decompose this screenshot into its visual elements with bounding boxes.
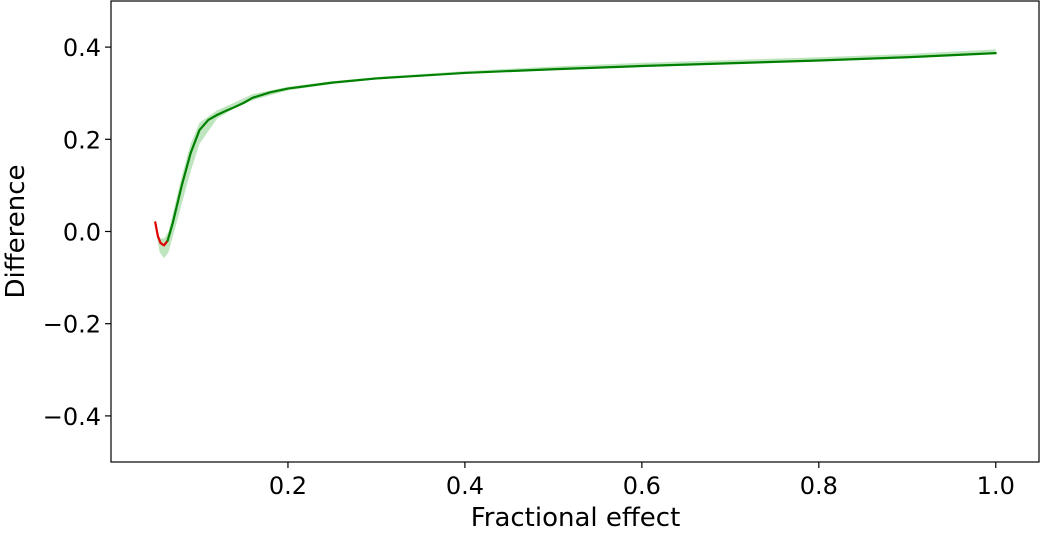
- series-line-0: [154, 221, 169, 247]
- y-tick-label: 0.2: [63, 126, 101, 154]
- x-axis-ticks: 0.2 0.4 0.6 0.8 1.0: [269, 462, 1015, 500]
- y-tick-label: 0.0: [63, 219, 101, 247]
- x-tick-label: 1.0: [977, 472, 1015, 500]
- series-line-1: [166, 51, 997, 242]
- y-axis-title: Difference: [1, 164, 31, 298]
- y-tick-label: −0.2: [43, 311, 101, 339]
- y-tick-label: −0.4: [43, 403, 101, 431]
- x-tick-label: 0.4: [446, 472, 484, 500]
- x-tick-label: 0.6: [623, 472, 661, 500]
- confidence-band: [155, 49, 996, 259]
- axes-layer: [110, 0, 1040, 463]
- confidence-band-layer: [155, 49, 996, 259]
- series-layer: [154, 51, 997, 247]
- x-tick-label: 0.8: [800, 472, 838, 500]
- x-axis-title: Fractional effect: [471, 503, 681, 533]
- plot-frame: [110, 0, 1040, 463]
- y-tick-label: 0.4: [63, 34, 101, 62]
- x-tick-label: 0.2: [269, 472, 307, 500]
- y-axis-ticks: −0.4 −0.2 0.0 0.2 0.4: [43, 34, 111, 431]
